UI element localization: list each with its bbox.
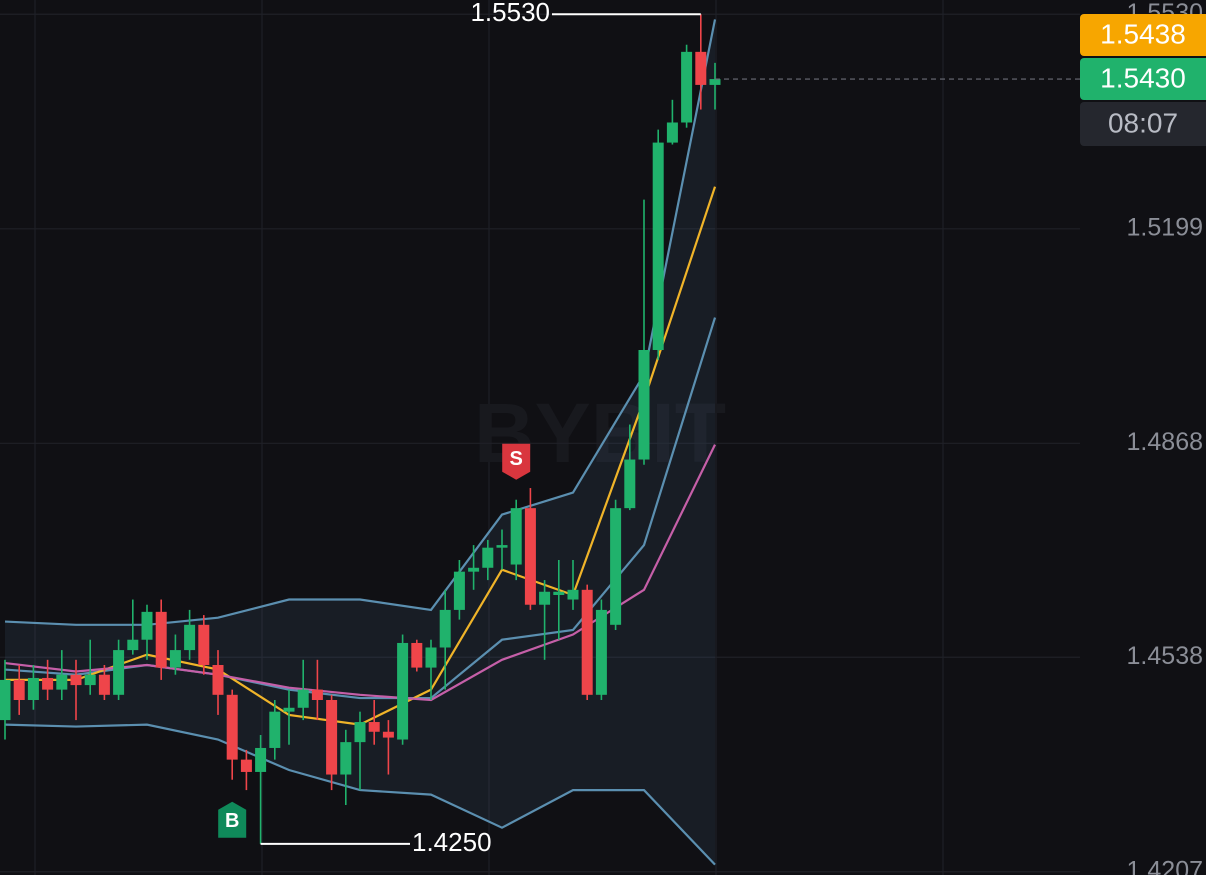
candle-body xyxy=(326,700,338,775)
time-grid xyxy=(34,0,944,875)
candle-body xyxy=(567,589,579,600)
candle-body xyxy=(368,722,380,732)
candle-body xyxy=(439,609,451,648)
candle-body xyxy=(27,677,39,700)
candle-body xyxy=(56,674,68,690)
y-tick-label: 1.4538 xyxy=(1127,642,1203,670)
candle-body xyxy=(695,51,707,85)
candle-body xyxy=(553,591,565,595)
candle-body xyxy=(283,707,295,712)
candle-body xyxy=(539,591,551,605)
candle-body xyxy=(198,624,210,665)
candle-body xyxy=(127,639,139,651)
high-annotation: 1.5530 xyxy=(470,0,550,27)
trade-marker xyxy=(502,443,531,480)
candle-body xyxy=(425,647,437,668)
band-fill xyxy=(5,19,715,865)
candle-body xyxy=(141,611,153,640)
candle-body xyxy=(709,79,721,85)
overlay-line xyxy=(4,19,717,626)
candle-body xyxy=(496,545,508,548)
trade-marker-label: S xyxy=(510,448,523,470)
y-tick-label: 1.5199 xyxy=(1127,213,1203,241)
candle-body xyxy=(510,508,522,565)
y-tick-label: 1.4868 xyxy=(1127,428,1203,456)
candle-body xyxy=(382,731,394,738)
candle-body xyxy=(269,711,281,748)
candle-body xyxy=(297,689,309,708)
candle-body xyxy=(42,677,54,690)
candle-body xyxy=(70,674,82,686)
candle-body xyxy=(84,674,96,686)
candle-body xyxy=(610,508,622,625)
candle-body xyxy=(255,747,267,772)
candle-body xyxy=(98,674,110,695)
candle-body xyxy=(240,759,252,772)
candle-body xyxy=(13,679,25,700)
price-tag-label: 1.5438 xyxy=(1100,18,1186,49)
price-tag xyxy=(1080,14,1206,56)
trade-marker-label: B xyxy=(225,810,239,832)
candle-body xyxy=(113,650,125,695)
trade-marker xyxy=(218,801,247,838)
candle-body xyxy=(524,508,536,605)
y-tick-label: 1.4207 xyxy=(1127,856,1203,875)
candle-body xyxy=(411,642,423,668)
candle-body xyxy=(212,665,224,695)
candle-body xyxy=(681,51,693,123)
candle-body xyxy=(184,624,196,651)
low-annotation: 1.4250 xyxy=(412,827,492,857)
candle-body xyxy=(624,459,636,509)
candle-body xyxy=(652,142,664,350)
candle-body xyxy=(397,642,409,740)
candle-body xyxy=(453,571,465,610)
candle-body xyxy=(340,742,352,775)
candle-body xyxy=(638,350,650,460)
price-tag-label: 1.5430 xyxy=(1100,62,1186,93)
candle-body xyxy=(155,611,167,668)
candle-body xyxy=(0,679,11,721)
overlay-line xyxy=(4,723,716,866)
candle-body xyxy=(595,609,607,695)
candle-body xyxy=(468,567,480,572)
candle-body xyxy=(169,650,181,668)
candle-body xyxy=(581,589,593,695)
candle-body xyxy=(311,689,323,700)
candle-body xyxy=(666,122,678,143)
countdown: 08:07 xyxy=(1108,107,1178,138)
price-tag xyxy=(1080,58,1206,100)
candle-body xyxy=(226,694,238,760)
countdown-box xyxy=(1080,102,1206,146)
candle-body xyxy=(482,547,494,568)
candle-body xyxy=(354,722,366,743)
